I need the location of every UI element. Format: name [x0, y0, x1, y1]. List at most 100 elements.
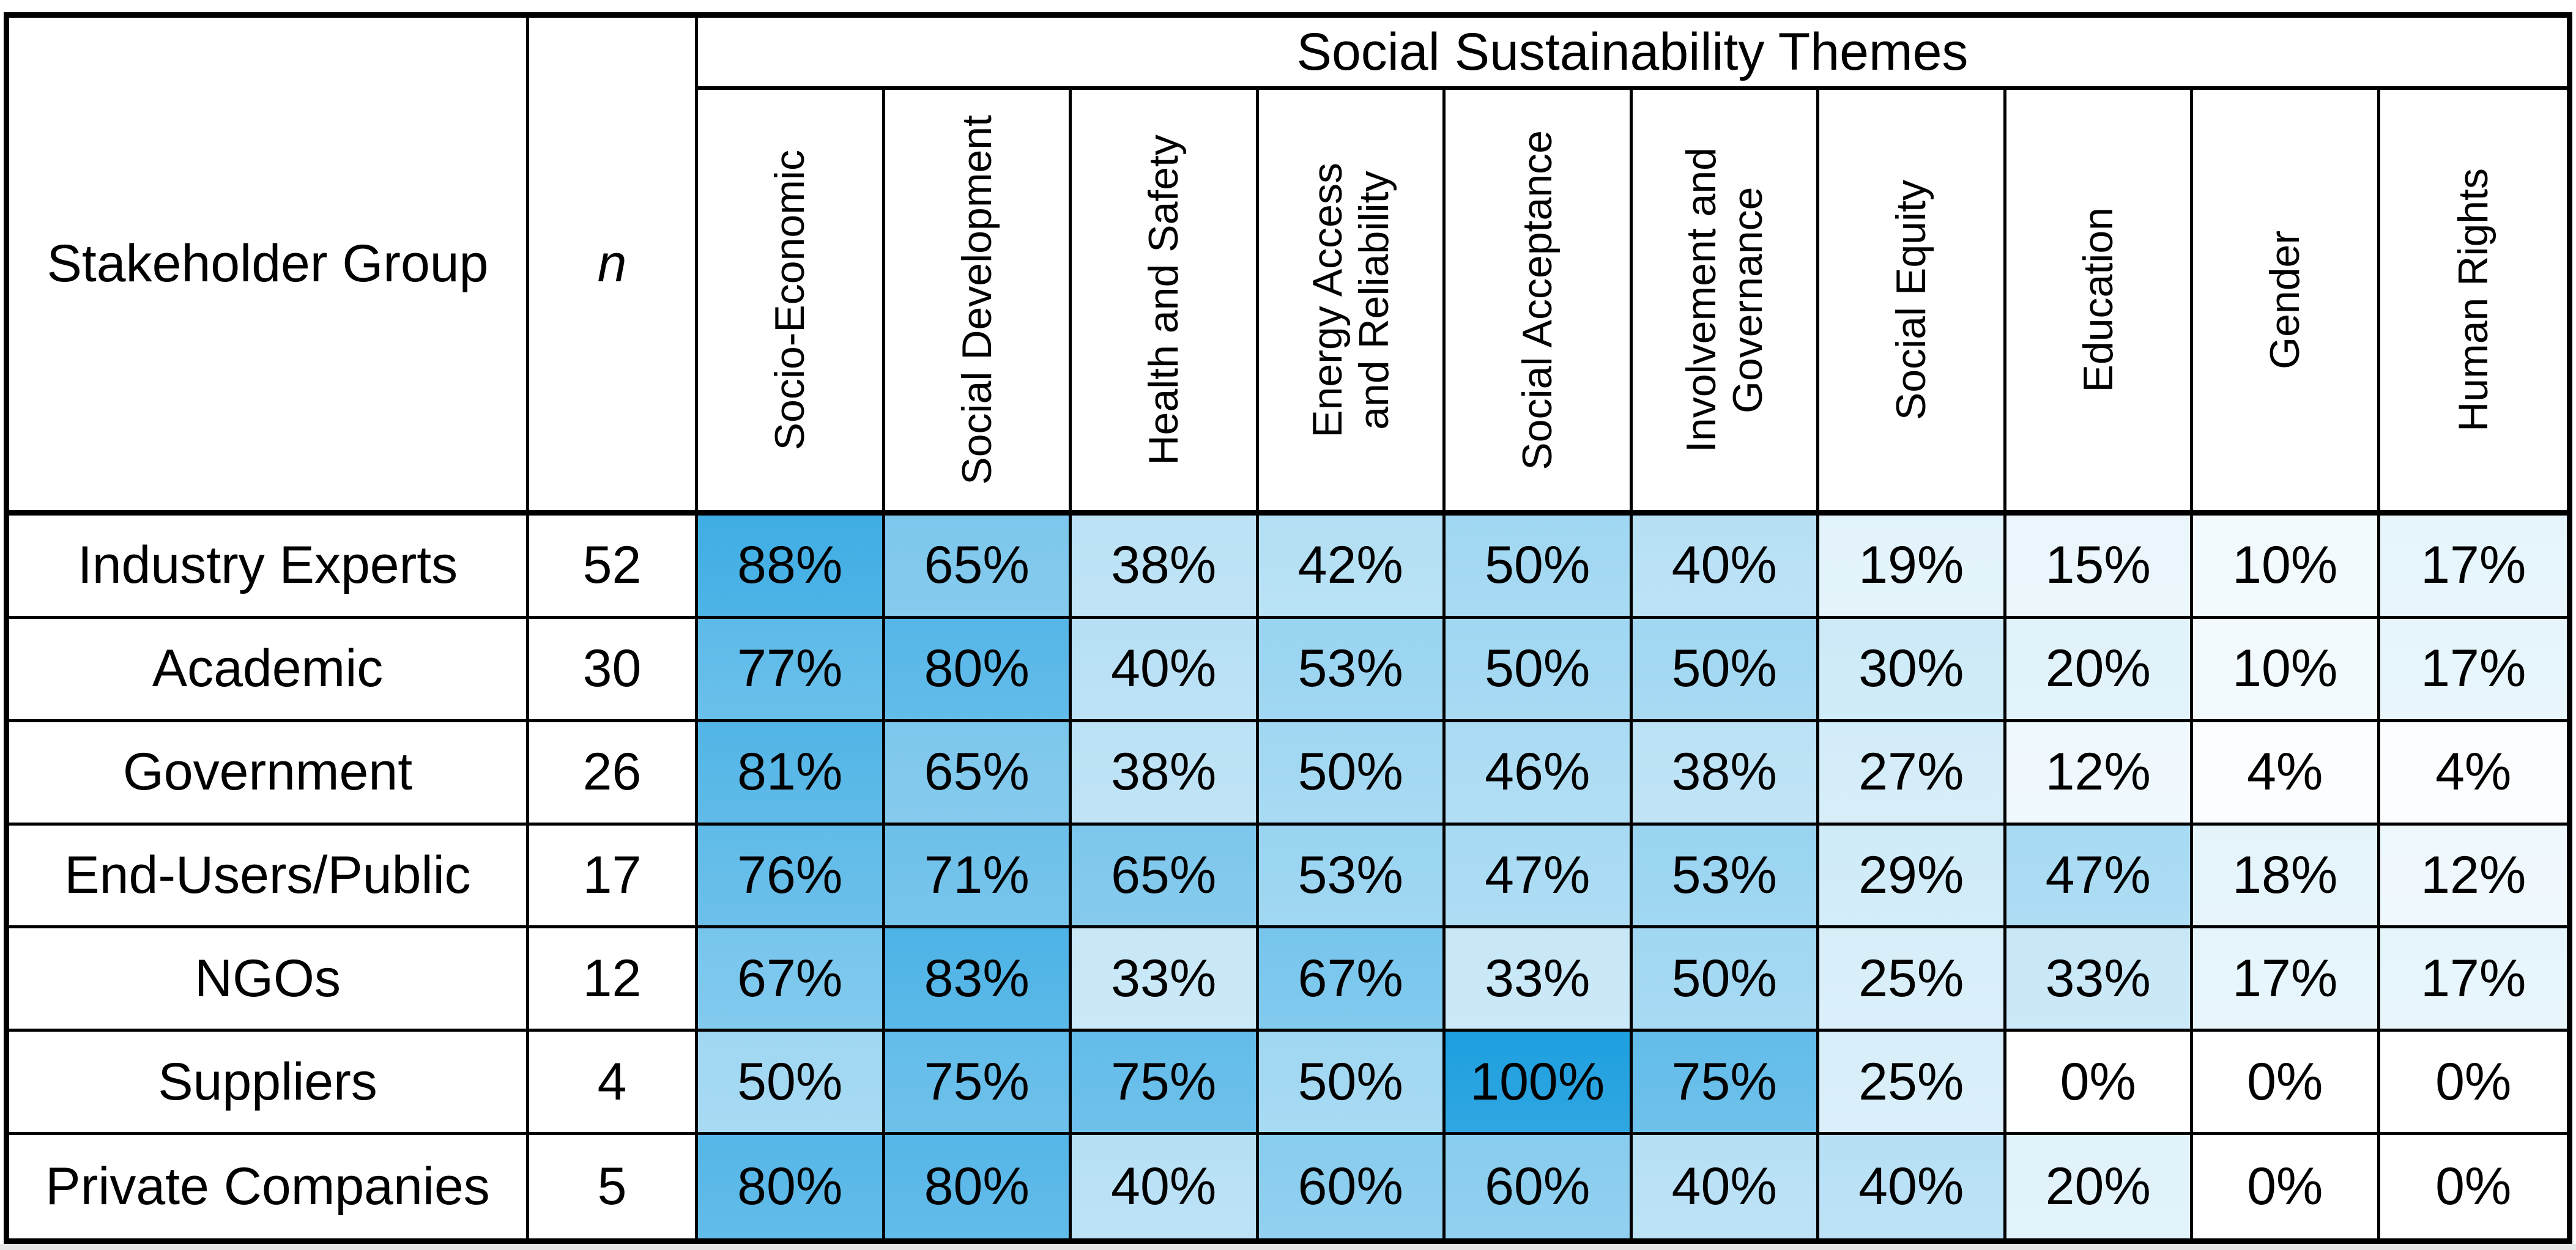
- heat-cell: 12%: [2006, 722, 2193, 826]
- heat-cell: 38%: [1632, 722, 1819, 826]
- heat-cell: 40%: [1819, 1135, 2006, 1238]
- theme-header-wrap: Human Rights: [2380, 90, 2567, 510]
- row-label: End-Users/Public: [9, 825, 529, 929]
- theme-header-label: Involvement and Governance: [1677, 147, 1771, 453]
- heat-cell: 50%: [1632, 928, 1819, 1032]
- theme-header-wrap: Education: [2006, 90, 2191, 510]
- heat-cell: 53%: [1258, 618, 1446, 722]
- heat-cell: 83%: [885, 928, 1072, 1032]
- heat-cell: 40%: [1072, 1135, 1259, 1238]
- n-value: 5: [529, 1135, 698, 1238]
- heat-cell: 4%: [2193, 722, 2380, 826]
- heat-cell: 80%: [698, 1135, 885, 1238]
- heat-cell: 38%: [1072, 722, 1259, 826]
- heat-cell: 20%: [2006, 1135, 2193, 1238]
- heat-cell: 0%: [2006, 1032, 2193, 1136]
- n-value: 52: [529, 516, 698, 619]
- n-value: 12: [529, 928, 698, 1032]
- heat-cell: 10%: [2193, 618, 2380, 722]
- heat-cell: 19%: [1819, 516, 2006, 619]
- heat-cell: 4%: [2380, 722, 2567, 826]
- row-label: Suppliers: [9, 1032, 529, 1136]
- heat-cell: 65%: [885, 516, 1072, 619]
- page-edge-shadow: [0, 1244, 2576, 1250]
- theme-header-gender: Gender: [2193, 90, 2380, 516]
- theme-header-wrap: Social Acceptance: [1446, 90, 1630, 510]
- heat-cell: 47%: [2006, 825, 2193, 929]
- heat-cell: 20%: [2006, 618, 2193, 722]
- heat-cell: 0%: [2380, 1032, 2567, 1136]
- theme-header-label: Social Acceptance: [1514, 130, 1561, 470]
- row-label: Private Companies: [9, 1135, 529, 1238]
- heat-cell: 25%: [1819, 928, 2006, 1032]
- theme-header-label: Human Rights: [2450, 168, 2497, 432]
- theme-header-row: Socio-Economic Social Development Health a…: [9, 90, 2567, 516]
- heat-cell: 77%: [698, 618, 885, 722]
- theme-header-label: Socio-Economic: [766, 149, 814, 451]
- heat-cell: 30%: [1819, 618, 2006, 722]
- heat-cell: 0%: [2193, 1135, 2380, 1238]
- heat-cell: 50%: [1258, 722, 1446, 826]
- theme-header-health-and-safety: Health and Safety: [1072, 90, 1259, 516]
- banner-row: Stakeholder Group n Social Sustainabilit…: [9, 18, 2567, 516]
- heat-cell: 17%: [2380, 618, 2567, 722]
- heat-cell: 80%: [885, 618, 1072, 722]
- sample-size-header: n: [529, 18, 698, 516]
- heat-cell: 88%: [698, 516, 885, 619]
- heat-cell: 0%: [2193, 1032, 2380, 1136]
- heat-cell: 42%: [1258, 516, 1446, 619]
- theme-header-label: Education: [2074, 207, 2121, 393]
- heat-cell: 50%: [1446, 516, 1633, 619]
- heat-cell: 67%: [698, 928, 885, 1032]
- table-row-end-users-public: End-Users/Public 17 76% 71% 65% 53% 47% 53% 29% 4…: [9, 825, 2567, 929]
- n-value: 17: [529, 825, 698, 929]
- theme-header-label: Social Equity: [1888, 179, 1935, 421]
- row-label: Industry Experts: [9, 516, 529, 619]
- row-label: NGOs: [9, 928, 529, 1032]
- heat-cell: 65%: [1072, 825, 1259, 929]
- heat-cell: 76%: [698, 825, 885, 929]
- heat-cell: 46%: [1446, 722, 1633, 826]
- theme-header-wrap: Involvement and Governance: [1633, 90, 1817, 510]
- theme-header-socio-economic: Socio-Economic: [698, 90, 885, 516]
- row-label: Government: [9, 722, 529, 826]
- theme-header-wrap: Gender: [2193, 90, 2377, 510]
- heat-cell: 53%: [1258, 825, 1446, 929]
- table-row-suppliers: Suppliers 4 50% 75% 75% 50% 100% 75% 25% 0% 0% 0%: [9, 1032, 2567, 1136]
- heat-cell: 75%: [885, 1032, 1072, 1136]
- heat-cell: 60%: [1446, 1135, 1633, 1238]
- theme-header-involvement-and-governance: Involvement and Governance: [1632, 90, 1819, 516]
- theme-header-label: Social Development: [953, 115, 1000, 485]
- theme-header-social-acceptance: Social Acceptance: [1446, 90, 1633, 516]
- heat-cell: 53%: [1632, 825, 1819, 929]
- heat-cell: 40%: [1632, 1135, 1819, 1238]
- heat-cell: 50%: [1446, 618, 1633, 722]
- table-row-ngos: NGOs 12 67% 83% 33% 67% 33% 50% 25% 33% 17% 17%: [9, 928, 2567, 1032]
- heat-cell: 33%: [1446, 928, 1633, 1032]
- heat-cell: 71%: [885, 825, 1072, 929]
- theme-header-label: Gender: [2262, 231, 2309, 369]
- theme-header-social-development: Social Development: [885, 90, 1072, 516]
- heat-cell: 12%: [2380, 825, 2567, 929]
- heat-cell: 75%: [1072, 1032, 1259, 1136]
- heat-cell: 40%: [1632, 516, 1819, 619]
- heat-cell: 27%: [1819, 722, 2006, 826]
- theme-header-wrap: Socio-Economic: [698, 90, 882, 510]
- heat-cell: 10%: [2193, 516, 2380, 619]
- heat-cell: 18%: [2193, 825, 2380, 929]
- heat-cell: 17%: [2193, 928, 2380, 1032]
- heat-cell: 40%: [1072, 618, 1259, 722]
- heat-cell: 29%: [1819, 825, 2006, 929]
- heat-cell: 15%: [2006, 516, 2193, 619]
- heat-cell: 67%: [1258, 928, 1446, 1032]
- theme-header-wrap: Health and Safety: [1072, 90, 1256, 510]
- heat-cell: 100%: [1446, 1032, 1633, 1136]
- theme-header-education: Education: [2006, 90, 2193, 516]
- heat-cell: 80%: [885, 1135, 1072, 1238]
- themes-banner: Social Sustainability Themes: [698, 18, 2567, 90]
- table-row-private-companies: Private Companies 5 80% 80% 40% 60% 60% 40% 40% 2…: [9, 1135, 2567, 1238]
- theme-header-social-equity: Social Equity: [1819, 90, 2006, 516]
- heat-cell: 47%: [1446, 825, 1633, 929]
- heat-cell: 50%: [1258, 1032, 1446, 1136]
- heat-cell: 25%: [1819, 1032, 2006, 1136]
